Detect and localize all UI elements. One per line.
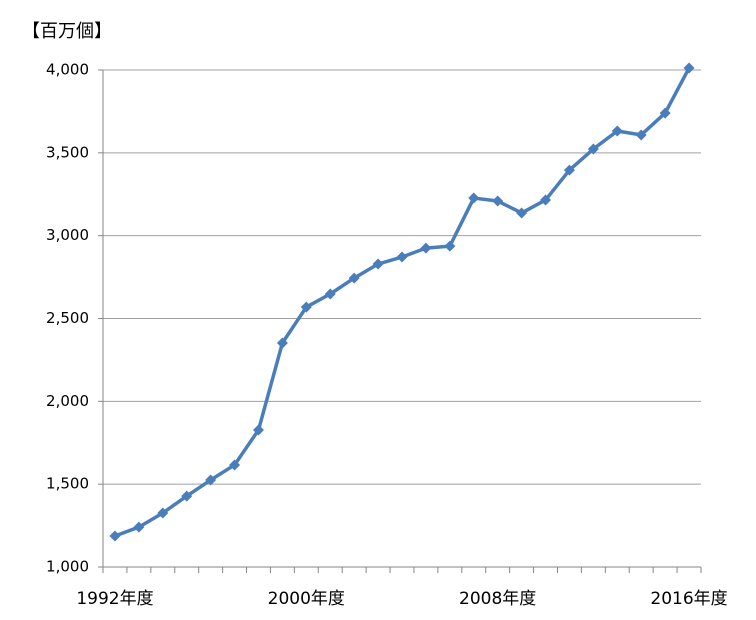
- marker: [133, 521, 145, 533]
- marker: [420, 242, 432, 254]
- marker: [181, 490, 193, 502]
- marker: [300, 301, 312, 313]
- y-tick-label: 1,000: [46, 558, 89, 576]
- x-tick-label: 1992年度: [76, 589, 153, 609]
- marker: [205, 474, 217, 486]
- y-tick-label: 1,500: [46, 475, 89, 493]
- marker: [229, 459, 241, 471]
- marker: [563, 164, 575, 176]
- x-tick-label: 2008年度: [459, 589, 536, 609]
- marker: [492, 195, 504, 207]
- marker: [540, 194, 552, 206]
- marker: [157, 507, 169, 519]
- marker: [659, 107, 671, 119]
- marker: [587, 143, 599, 155]
- marker: [396, 251, 408, 263]
- y-tick-label: 4,000: [46, 61, 89, 79]
- marker: [324, 288, 336, 300]
- marker: [348, 272, 360, 284]
- marker: [516, 207, 528, 219]
- marker: [109, 530, 121, 542]
- marker: [635, 129, 647, 141]
- marker: [444, 240, 456, 252]
- x-tick-label: 2016年度: [650, 589, 727, 609]
- x-tick-label: 2000年度: [268, 589, 345, 609]
- marker: [468, 192, 480, 204]
- y-tick-label: 3,500: [46, 143, 89, 161]
- marker: [372, 258, 384, 270]
- y-tick-label: 2,500: [46, 309, 89, 327]
- marker: [683, 62, 695, 74]
- marker: [276, 337, 288, 349]
- unit-label: 【百万個】: [22, 21, 112, 42]
- marker: [252, 424, 264, 436]
- y-tick-label: 2,000: [46, 392, 89, 410]
- y-tick-label: 3,000: [46, 226, 89, 244]
- marker: [611, 125, 623, 137]
